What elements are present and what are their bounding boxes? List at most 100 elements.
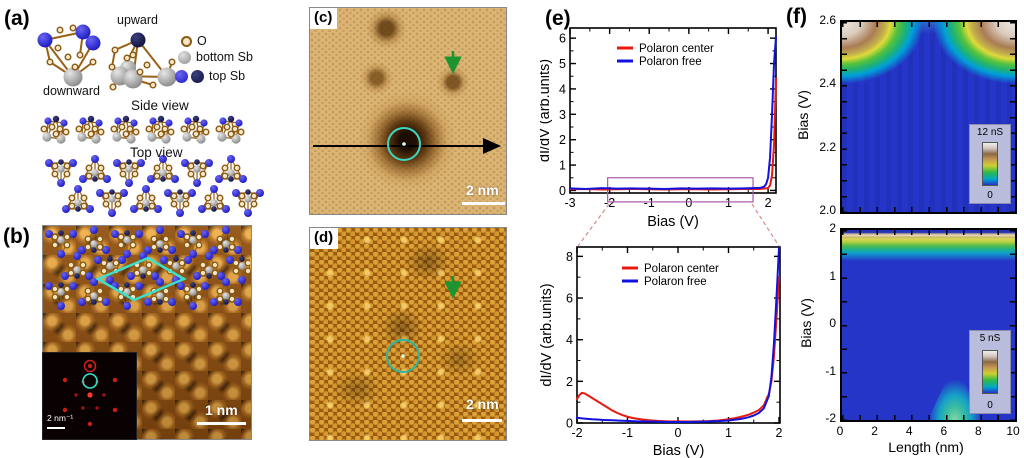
conduction-band-onset	[842, 230, 1015, 264]
series-polaron-center	[569, 77, 777, 191]
panel-a-structure-drawing	[37, 24, 280, 226]
x-tick-label: -3	[564, 196, 575, 210]
map-bottom-xtick-label: 8	[975, 424, 982, 438]
map-bottom-xtick-label: 0	[836, 424, 844, 438]
y-tick-label: 1	[559, 159, 566, 173]
scalebar-d	[462, 419, 502, 422]
polaron-circle-d	[386, 339, 420, 373]
dIdV-map-positive-bias: 12 nS 0	[840, 20, 1017, 214]
legend-label: Polaron free	[644, 276, 707, 288]
panel-c-label: (c)	[310, 8, 338, 30]
oxygen-atom-icon	[181, 35, 192, 47]
unit-cell-rhombus	[95, 256, 187, 302]
fft-red-circle	[83, 359, 97, 373]
map-bottom-x-axis-title: Length (nm)	[888, 439, 964, 455]
colorbar-bottom: 5 nS 0	[969, 330, 1011, 414]
x-tick-label: 2	[776, 426, 783, 440]
y-tick-label: 6	[559, 32, 566, 46]
downward-label: downward	[43, 84, 100, 98]
map-bottom-ticks-left	[842, 230, 847, 420]
legend-label: Polaron free	[639, 56, 702, 68]
legend-label: Polaron center	[639, 43, 714, 55]
series-polaron-center	[576, 276, 780, 423]
y-tick-label: 0	[566, 417, 573, 431]
panel-a-label: (a)	[4, 7, 30, 30]
legend-label: Polaron center	[644, 263, 719, 275]
panel-c-annotations	[313, 51, 501, 161]
map-top-ytick-label: 2.0	[819, 202, 836, 217]
map-bottom-y-axis-title: Bias (V)	[798, 298, 814, 348]
dIdV-map-full-bias: 5 nS 0	[840, 228, 1017, 422]
upward-octahedron	[108, 32, 177, 91]
colorbar-top: 12 nS 0	[969, 124, 1011, 204]
y-tick-label: 4	[559, 82, 566, 96]
panel-b-label: (b)	[3, 225, 30, 248]
map-top-ticks-top	[842, 22, 1015, 27]
y-tick-label: 0	[559, 184, 566, 198]
colorbar-bottom-max: 5 nS	[979, 333, 1001, 344]
panel-b-overlay	[42, 225, 250, 335]
fft-scale-label: 2 nm⁻¹	[47, 413, 74, 423]
colorbar-top-max: 12 nS	[976, 127, 1004, 138]
map-top-ticks-bottom	[842, 207, 1015, 212]
map-top-ytick-label: 2.4	[819, 76, 836, 91]
x-tick-label: 2	[765, 196, 772, 210]
fft-scale-bar	[47, 427, 65, 429]
stm-image-c	[309, 7, 507, 215]
panel-d-annotations	[386, 276, 462, 373]
panel-e-label: (e)	[545, 7, 571, 30]
series-polaron-free	[569, 35, 777, 190]
y-tick-label: 2	[566, 375, 573, 389]
y-tick-label: 5	[559, 57, 566, 71]
legend-oxygen-label: O	[197, 34, 207, 48]
colorbar-bottom-gradient	[982, 350, 998, 394]
scalebar-c	[462, 202, 505, 205]
map-bottom-ticks-bottom	[842, 415, 1015, 420]
scalebar-b	[197, 422, 246, 425]
bottom-sb-atom-icon	[178, 50, 191, 64]
legend-oxygen: O	[181, 34, 207, 48]
x-axis-title: Bias (V)	[647, 214, 699, 230]
map-top-ticks-right	[1010, 22, 1015, 212]
legend-top-sb-label: top Sb	[209, 69, 246, 83]
x-tick-label: 0	[685, 196, 692, 210]
y-axis-title: dI/dV (arb.units)	[540, 59, 553, 162]
panel-f-label: (f)	[786, 5, 807, 28]
map-bottom-ytick-label: 1	[829, 268, 836, 283]
y-tick-label: 8	[566, 250, 573, 264]
map-bottom-ytick-label: 2	[829, 221, 836, 235]
polaron-center-dot-d	[401, 354, 405, 358]
map-bottom-ytick-label: 0	[829, 316, 836, 330]
colorbar-top-min: 0	[987, 190, 993, 201]
map-bottom-xtick-label: 2	[871, 424, 878, 438]
map-top-ytick-label: 2.6	[819, 13, 836, 27]
panel-d-label: (d)	[310, 228, 339, 250]
map-bottom-xtick-label: 10	[1006, 424, 1020, 438]
x-tick-label: -2	[571, 426, 582, 440]
y-tick-label: 6	[566, 292, 573, 306]
top-sb-atom-icon-navy	[191, 69, 204, 83]
series-polaron-free	[576, 247, 780, 423]
stm-image-d	[309, 227, 507, 441]
x-tick-label: 1	[725, 426, 732, 440]
map-bottom-ticks-right	[1010, 230, 1015, 420]
scalebar-d-text: 2 nm	[466, 396, 499, 412]
map-bottom-xtick-label: 6	[940, 424, 948, 438]
downward-octahedron	[37, 24, 101, 87]
top-sb-atom-icon-blue	[175, 69, 188, 83]
y-axis-title: dI/dV (arb.units)	[540, 283, 555, 386]
map-top-ytick-label: 2.2	[819, 139, 836, 154]
x-tick-label: 0	[675, 426, 682, 440]
polaron-circle-c	[387, 127, 421, 161]
x-axis-title: Bias (V)	[653, 443, 705, 458]
colorbar-top-gradient	[982, 142, 998, 186]
y-tick-label: 2	[559, 133, 566, 147]
fft-cyan-circle	[82, 373, 98, 389]
polaron-center-dot-c	[402, 142, 406, 146]
y-tick-label: 3	[559, 108, 566, 122]
x-tick-label: -1	[622, 426, 633, 440]
legend-top-sb: top Sb	[175, 69, 245, 83]
